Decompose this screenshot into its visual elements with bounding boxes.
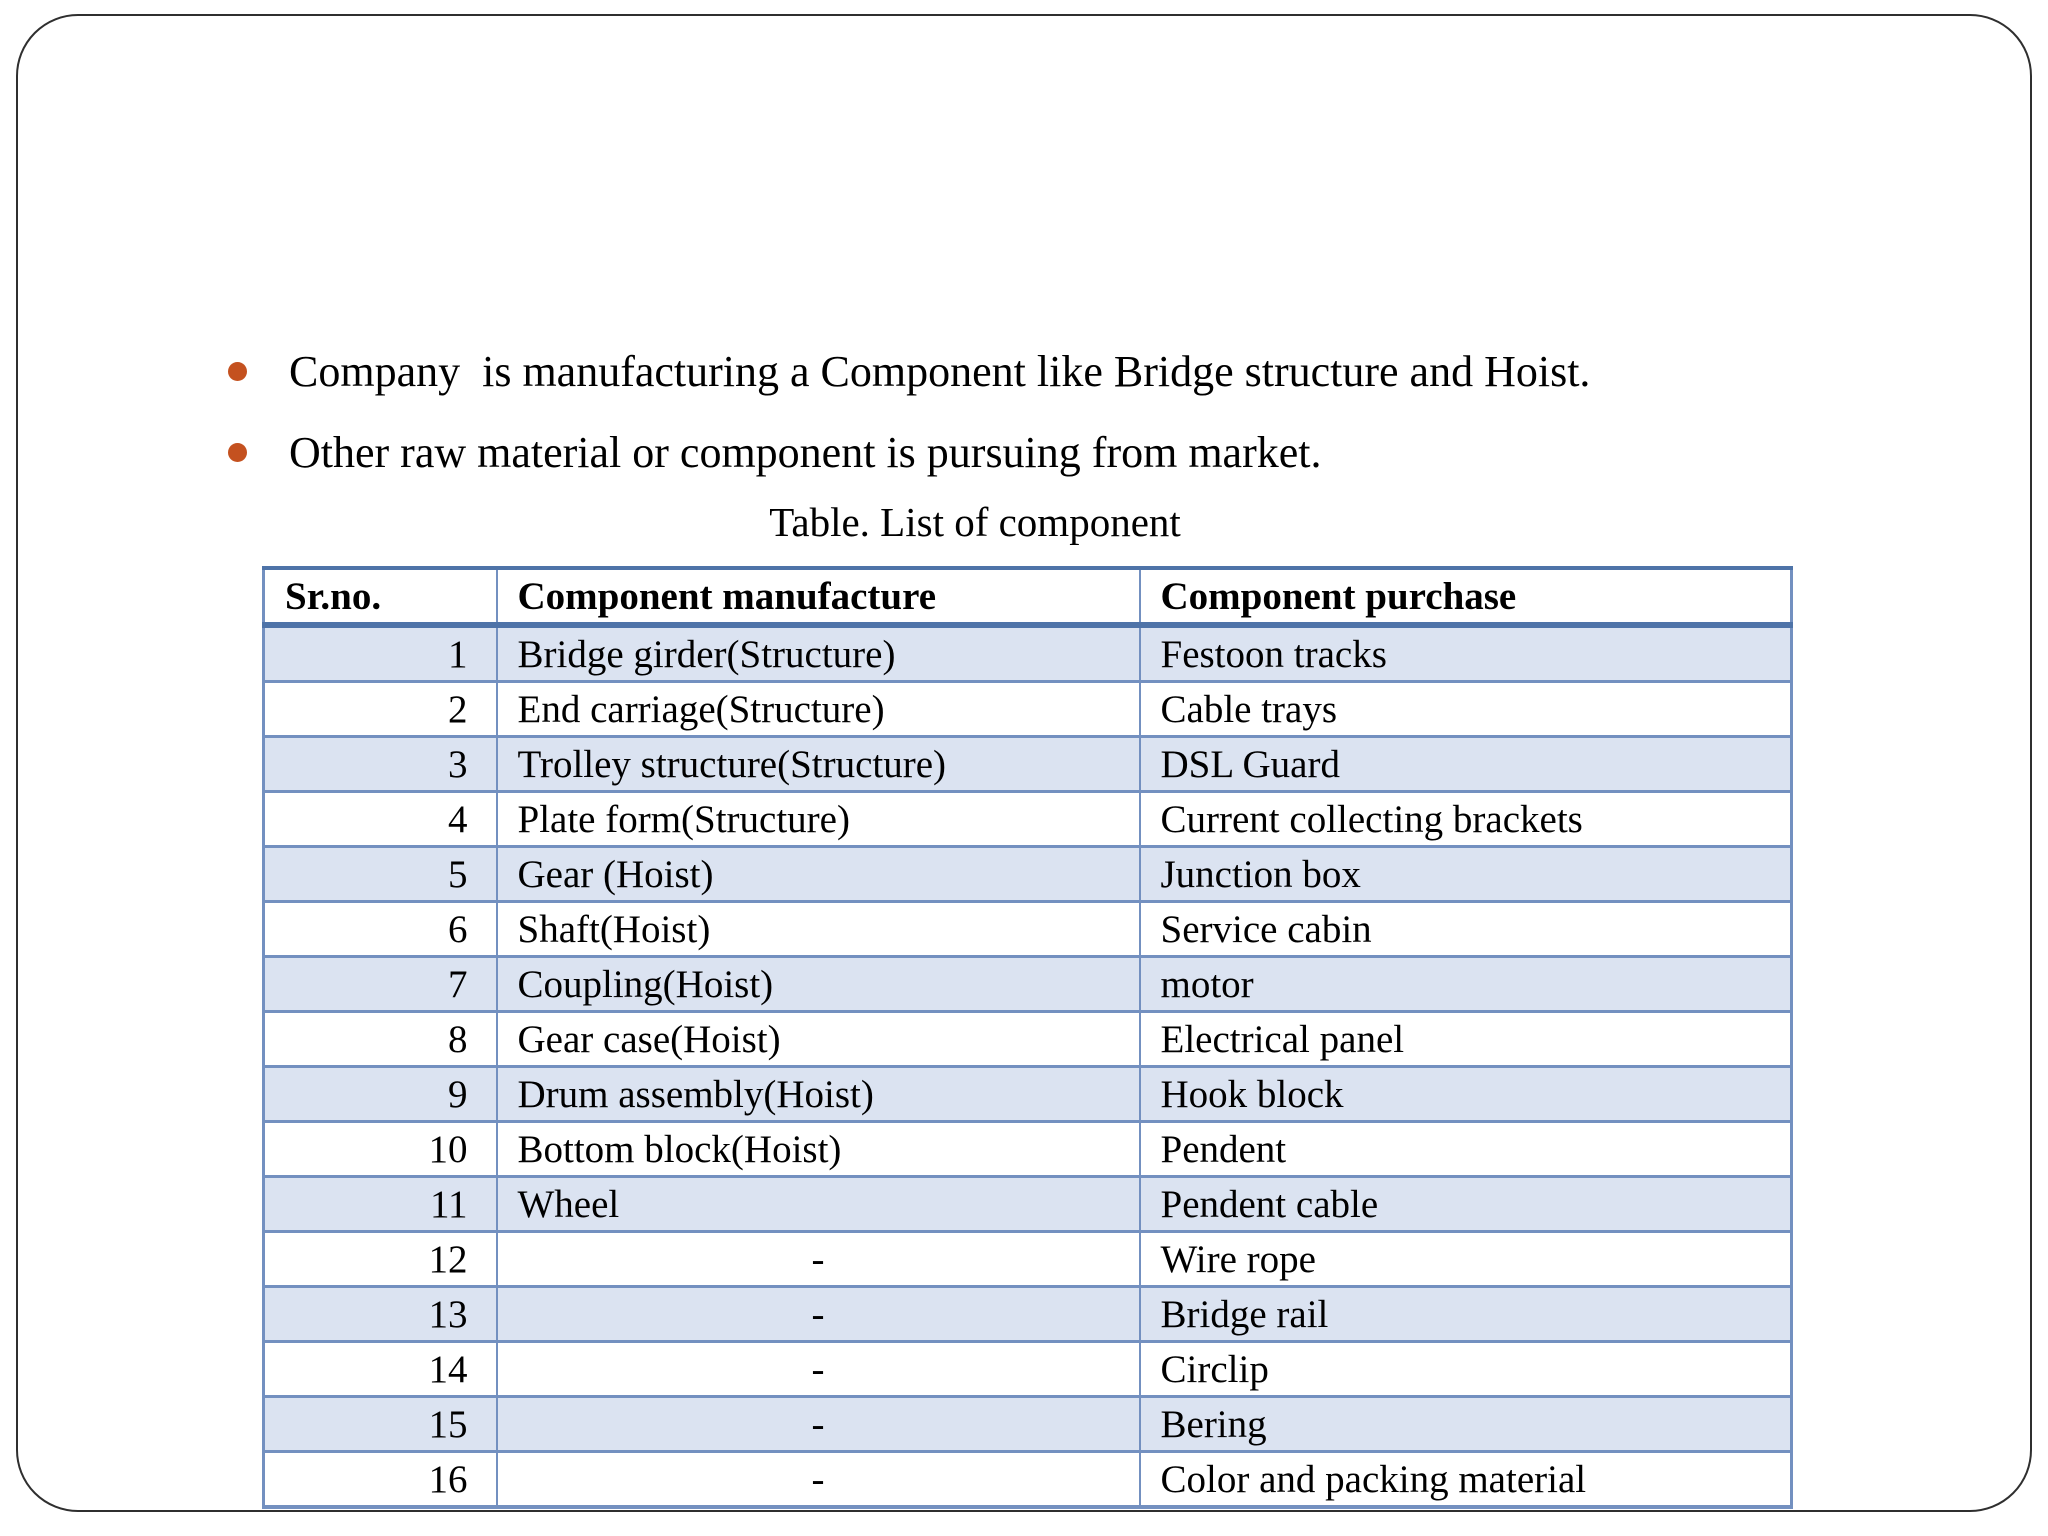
table-cell: DSL Guard — [1138, 735, 1793, 793]
table-row: 15- Bering — [262, 1395, 1793, 1453]
row-number-cell: 6 — [262, 900, 498, 958]
table-cell: End carriage(Structure) — [495, 680, 1141, 738]
bullet-text: Company is manufacturing a Component lik… — [289, 347, 1591, 396]
table-cell: Coupling(Hoist) — [495, 955, 1141, 1013]
table-cell: - — [495, 1395, 1141, 1453]
row-number-cell: 3 — [262, 735, 498, 793]
table-cell: Circlip — [1138, 1340, 1793, 1398]
table-caption: Table. List of component — [769, 499, 1181, 545]
table-row: 16- Color and packing material — [262, 1450, 1793, 1509]
table-cell: Gear case(Hoist) — [495, 1010, 1141, 1068]
table-header-row: Sr.no. Component manufacture Component p… — [262, 566, 1793, 628]
table-cell: Bridge rail — [1138, 1285, 1793, 1343]
column-header-srno: Sr.no. — [262, 566, 498, 628]
table-cell: Wheel — [495, 1175, 1141, 1233]
table-cell: Festoon tracks — [1138, 623, 1793, 683]
table-cell: Hook block — [1138, 1065, 1793, 1123]
table-cell: Plate form(Structure) — [495, 790, 1141, 848]
table-row: 5 Gear (Hoist) Junction box — [262, 845, 1793, 903]
table-cell: Junction box — [1138, 845, 1793, 903]
table-cell: - — [495, 1230, 1141, 1288]
row-number-cell: 4 — [262, 790, 498, 848]
table-cell: Gear (Hoist) — [495, 845, 1141, 903]
table-cell: Color and packing material — [1138, 1450, 1793, 1509]
table-cell: Service cabin — [1138, 900, 1793, 958]
row-number-cell: 1 — [262, 623, 498, 683]
table-cell: Pendent — [1138, 1120, 1793, 1178]
table-row: 8 Gear case(Hoist) Electrical panel — [262, 1010, 1793, 1068]
row-number-cell: 14 — [262, 1340, 498, 1398]
table-cell: - — [495, 1285, 1141, 1343]
table-row: 6 Shaft(Hoist) Service cabin — [262, 900, 1793, 958]
row-number-cell: 15 — [262, 1395, 498, 1453]
row-number-cell: 13 — [262, 1285, 498, 1343]
table-row: 4 Plate form(Structure) Current collecting… — [262, 790, 1793, 848]
table-row: 14- Circlip — [262, 1340, 1793, 1398]
bullet-item: Company is manufacturing a Component lik… — [228, 344, 1908, 399]
table-row: 13- Bridge rail — [262, 1285, 1793, 1343]
row-number-cell: 2 — [262, 680, 498, 738]
row-number-cell: 16 — [262, 1450, 498, 1509]
table-row: 11 Wheel Pendent cable — [262, 1175, 1793, 1233]
table-row: 10 Bottom block(Hoist) Pendent — [262, 1120, 1793, 1178]
table-cell: Current collecting brackets — [1138, 790, 1793, 848]
table-row: 2 End carriage(Structure) Cable trays — [262, 680, 1793, 738]
row-number-cell: 8 — [262, 1010, 498, 1068]
table-row: 1 Bridge girder(Structure) Festoon tracks — [262, 623, 1793, 683]
row-number-cell: 9 — [262, 1065, 498, 1123]
table-cell: Bridge girder(Structure) — [495, 623, 1141, 683]
table-cell: Bottom block(Hoist) — [495, 1120, 1141, 1178]
row-number-cell: 7 — [262, 955, 498, 1013]
components-table: Sr.no. Component manufacture Component p… — [262, 566, 1793, 1509]
column-header-purchase: Component purchase — [1138, 566, 1793, 628]
table-cell: Wire rope — [1138, 1230, 1793, 1288]
table-row: 7 Coupling(Hoist) motor — [262, 955, 1793, 1013]
bullet-text: Other raw material or component is pursu… — [289, 428, 1322, 477]
table-row: 9 Drum assembly(Hoist) Hook block — [262, 1065, 1793, 1123]
table-cell: - — [495, 1450, 1141, 1509]
table-cell: Pendent cable — [1138, 1175, 1793, 1233]
row-number-cell: 12 — [262, 1230, 498, 1288]
column-header-manufacture: Component manufacture — [495, 566, 1141, 628]
table-cell: Shaft(Hoist) — [495, 900, 1141, 958]
table-cell: - — [495, 1340, 1141, 1398]
table-cell: Drum assembly(Hoist) — [495, 1065, 1141, 1123]
table-cell: Electrical panel — [1138, 1010, 1793, 1068]
bullet-list: Company is manufacturing a Component lik… — [228, 344, 1908, 506]
row-number-cell: 5 — [262, 845, 498, 903]
bullet-icon — [228, 362, 247, 381]
table-cell: Bering — [1138, 1395, 1793, 1453]
bullet-icon — [228, 443, 247, 462]
slide-border — [16, 14, 2032, 1512]
bullet-item: Other raw material or component is pursu… — [228, 425, 1908, 480]
table-cell: motor — [1138, 955, 1793, 1013]
table-row: 3 Trolley structure(Structure) DSL Guard — [262, 735, 1793, 793]
row-number-cell: 11 — [262, 1175, 498, 1233]
table-row: 12- Wire rope — [262, 1230, 1793, 1288]
row-number-cell: 10 — [262, 1120, 498, 1178]
table-cell: Cable trays — [1138, 680, 1793, 738]
table-cell: Trolley structure(Structure) — [495, 735, 1141, 793]
